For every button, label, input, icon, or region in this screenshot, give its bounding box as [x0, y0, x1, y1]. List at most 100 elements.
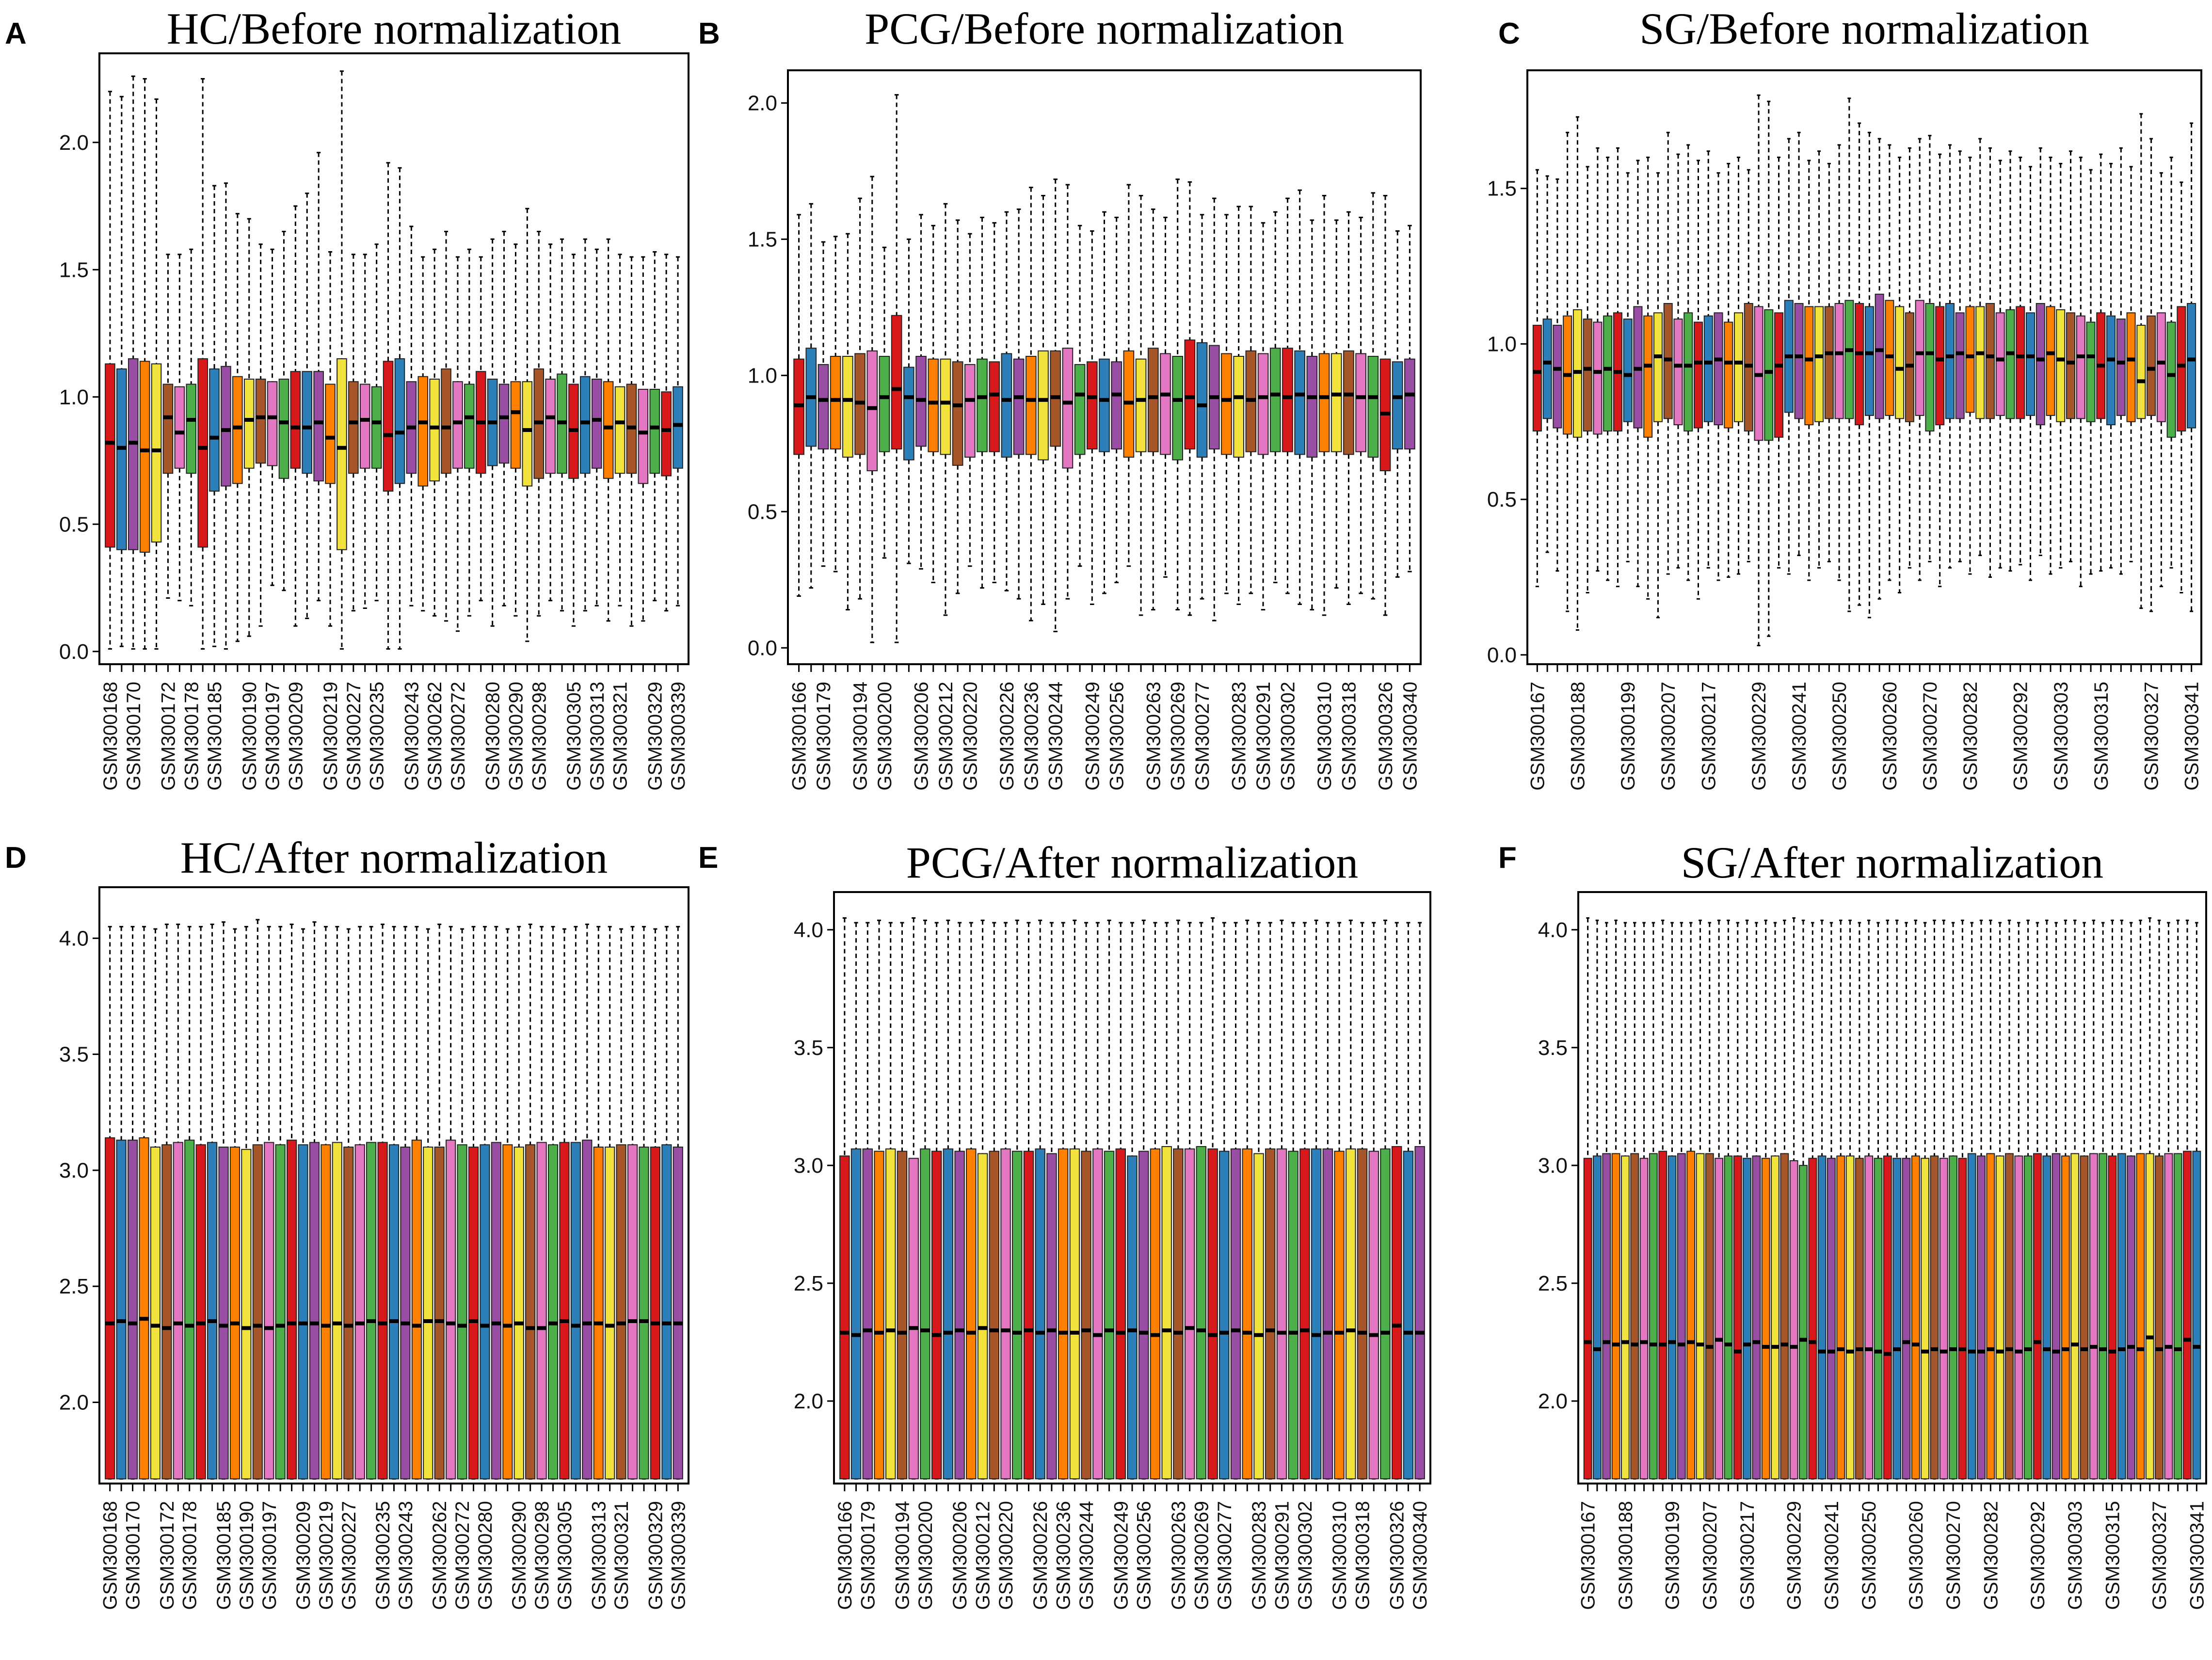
box-iqr	[174, 386, 185, 469]
box-61	[2136, 113, 2146, 609]
x-tick-label: GSM300292	[2010, 682, 2032, 791]
box-iqr	[1542, 319, 1552, 419]
box-iqr	[1330, 353, 1342, 452]
box-iqr	[1127, 1155, 1138, 1480]
box-29	[1814, 150, 1824, 569]
box-14	[989, 922, 1000, 1480]
box-1	[1532, 169, 1542, 588]
box-iqr	[309, 1142, 320, 1480]
box-25	[1808, 922, 1817, 1480]
box-iqr	[1995, 312, 2005, 416]
box-20	[325, 251, 336, 627]
x-tick-label: GSM300200	[915, 1501, 936, 1610]
box-28	[1123, 184, 1135, 567]
box-iqr	[1583, 319, 1592, 431]
box-49	[2033, 922, 2042, 1480]
box-iqr	[1346, 1148, 1356, 1480]
y-tick-label: 1.5	[1487, 177, 1517, 201]
box-46	[1357, 922, 1368, 1480]
x-tick-label: GSM300209	[293, 1501, 314, 1610]
x-tick-label: GSM300217	[1737, 1501, 1758, 1610]
box-iqr	[173, 1142, 183, 1480]
box-iqr	[1172, 356, 1184, 461]
box-iqr	[1343, 350, 1354, 455]
box-iqr	[1824, 306, 1834, 419]
box-iqr	[116, 1139, 127, 1480]
box-iqr	[417, 376, 429, 487]
box-iqr	[139, 361, 150, 553]
box-iqr	[298, 1144, 308, 1480]
box-33	[1207, 917, 1218, 1480]
box-51	[1404, 224, 1415, 573]
box-19	[1752, 922, 1761, 1480]
box-iqr	[605, 1147, 615, 1480]
x-tick-label: GSM300305	[554, 1501, 576, 1610]
box-3	[128, 75, 139, 650]
box-iqr	[207, 1142, 218, 1480]
box-iqr	[874, 1150, 884, 1480]
box-iqr	[1995, 1155, 2004, 1480]
box-66	[2187, 122, 2196, 612]
box-1	[793, 214, 804, 597]
box-iqr	[1967, 1153, 1976, 1480]
x-tick-label: GSM300200	[874, 682, 896, 791]
box-15	[267, 248, 278, 586]
box-iqr	[559, 1142, 570, 1480]
box-17	[1693, 160, 1703, 600]
box-10	[1623, 172, 1633, 562]
box-iqr	[1367, 356, 1379, 458]
box-24	[366, 926, 377, 1480]
box-iqr	[2056, 309, 2066, 422]
box-59	[2127, 922, 2136, 1480]
box-iqr	[1253, 1153, 1264, 1480]
box-40	[547, 926, 559, 1480]
box-iqr	[1276, 1148, 1287, 1480]
x-tick-label: GSM300206	[949, 1501, 971, 1610]
panel-b: B PCG/Before normalization 0.0 0.5 1.0 1.5 2.0…	[698, 4, 1422, 791]
box-iqr	[2145, 1153, 2154, 1480]
y-tick-label: 3.5	[794, 1036, 823, 1060]
x-tick-label: GSM300272	[452, 1501, 473, 1610]
box-31	[452, 256, 463, 632]
box-17	[1733, 922, 1742, 1480]
x-tick-label: GSM300236	[1053, 1501, 1074, 1610]
box-iqr	[186, 383, 197, 474]
box-12	[928, 224, 939, 583]
box-iqr	[1184, 1148, 1195, 1480]
x-tick-label: GSM300269	[1191, 1501, 1212, 1610]
box-47	[638, 256, 649, 622]
box-iqr	[302, 371, 313, 474]
x-tick-label: GSM300172	[158, 682, 179, 791]
box-iqr	[1752, 1155, 1761, 1480]
box-iqr	[2023, 1155, 2033, 1480]
box-18	[1703, 150, 1713, 569]
box-iqr	[1653, 312, 1663, 422]
box-iqr	[1945, 303, 1955, 419]
box-48	[639, 926, 649, 1480]
box-16	[1724, 919, 1733, 1480]
box-39	[1939, 919, 1948, 1480]
box-iqr	[1282, 348, 1293, 452]
box-iqr	[839, 1155, 850, 1480]
x-tick-label: GSM300243	[401, 682, 422, 791]
y-tick-label: 1.0	[748, 364, 777, 387]
box-51	[2036, 147, 2045, 557]
y-tick-label: 2.0	[748, 91, 777, 115]
box-32	[457, 928, 467, 1480]
box-iqr	[195, 1144, 206, 1480]
box-29	[423, 928, 433, 1480]
box-14	[1705, 922, 1714, 1480]
box-33	[1184, 181, 1196, 616]
y-tick-label: 2.5	[1538, 1272, 1568, 1295]
box-iqr	[570, 1142, 581, 1480]
y-tick-label: 3.5	[1538, 1036, 1568, 1060]
box-iqr	[862, 1148, 873, 1480]
x-tick-label: GSM300212	[973, 1501, 994, 1610]
box-iqr	[2187, 303, 2196, 429]
plot-frame	[98, 52, 689, 665]
box-iqr	[1789, 1160, 1798, 1480]
box-43	[1977, 919, 1986, 1480]
box-35	[491, 926, 501, 1480]
box-iqr	[966, 1148, 977, 1480]
box-29	[1135, 194, 1147, 616]
